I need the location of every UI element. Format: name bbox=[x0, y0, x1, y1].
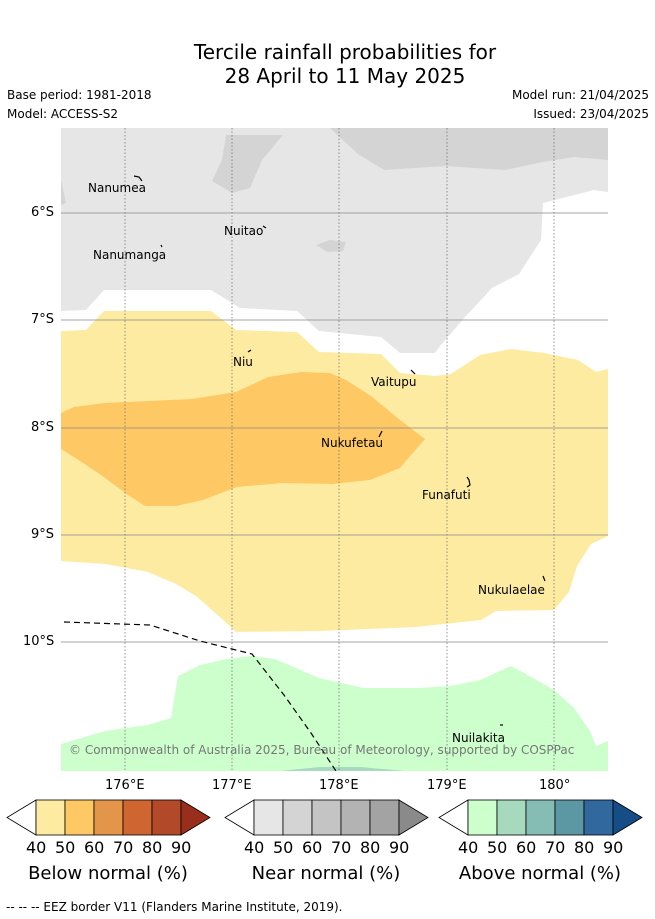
copyright-notice: © Commonwealth of Australia 2025, Bureau… bbox=[69, 743, 575, 757]
colorbar-below-normal bbox=[6, 799, 211, 836]
cb-above-tick-60: 60 bbox=[516, 838, 537, 857]
colorbar-segment bbox=[35, 799, 66, 836]
chart-title: Tercile rainfall probabilities for 28 Ap… bbox=[0, 40, 655, 88]
cb-below-tick-80: 80 bbox=[142, 838, 163, 857]
colorbar-segment bbox=[122, 799, 153, 836]
lon-label-178e: 178°E bbox=[319, 778, 359, 793]
lat-label-10s: 10°S bbox=[23, 634, 55, 649]
colorbar-extend-high bbox=[612, 799, 643, 836]
cb-below-title: Below normal (%) bbox=[28, 863, 188, 884]
lon-label-179e: 179°E bbox=[427, 778, 467, 793]
cb-near-title: Near normal (%) bbox=[251, 863, 401, 884]
lat-label-6s: 6°S bbox=[31, 205, 55, 220]
model-name: Model: ACCESS-S2 bbox=[7, 107, 119, 121]
colorbar-segment bbox=[525, 799, 556, 836]
cb-below-tick-90: 90 bbox=[171, 838, 192, 857]
place-nanumanga: Nanumanga bbox=[93, 248, 167, 262]
cb-near-tick-90: 90 bbox=[389, 838, 410, 857]
colorbar-near-normal bbox=[224, 799, 429, 836]
place-nuilakita: Nuilakita bbox=[452, 731, 505, 745]
colorbar-segment bbox=[554, 799, 585, 836]
lon-label-177e: 177°E bbox=[212, 778, 252, 793]
island-marks bbox=[133, 175, 546, 726]
cb-above-tick-50: 50 bbox=[487, 838, 508, 857]
colorbar-segment bbox=[369, 799, 400, 836]
cb-near-tick-40: 40 bbox=[244, 838, 265, 857]
colorbar-extend-high bbox=[180, 799, 211, 836]
place-nuitao: Nuitao bbox=[224, 224, 264, 238]
cb-above-tick-40: 40 bbox=[458, 838, 479, 857]
colorbar-segment bbox=[282, 799, 313, 836]
cb-near-tick-60: 60 bbox=[302, 838, 323, 857]
colorbar-segment bbox=[467, 799, 498, 836]
colorbar-above-normal bbox=[438, 799, 643, 836]
lat-label-7s: 7°S bbox=[31, 312, 55, 327]
colorbar-segment bbox=[64, 799, 95, 836]
cb-above-tick-80: 80 bbox=[574, 838, 595, 857]
place-nukulaelae: Nukulaelae bbox=[478, 583, 545, 597]
near-normal-region bbox=[61, 128, 608, 353]
cb-below-tick-60: 60 bbox=[84, 838, 105, 857]
colorbar-segment bbox=[340, 799, 371, 836]
title-line-2: 28 April to 11 May 2025 bbox=[224, 64, 466, 88]
place-niu: Niu bbox=[233, 355, 253, 369]
title-line-1: Tercile rainfall probabilities for bbox=[193, 40, 497, 64]
cb-above-tick-70: 70 bbox=[545, 838, 566, 857]
cb-below-tick-50: 50 bbox=[55, 838, 76, 857]
colorbar-extend-low bbox=[224, 799, 255, 836]
place-funafuti: Funafuti bbox=[422, 488, 471, 502]
issued-date: Issued: 23/04/2025 bbox=[533, 107, 649, 121]
near-normal-50-patch-centre bbox=[212, 135, 283, 193]
cb-near-tick-70: 70 bbox=[331, 838, 352, 857]
lat-label-9s: 9°S bbox=[31, 527, 55, 542]
place-vaitupu: Vaitupu bbox=[371, 375, 417, 389]
cb-near-tick-50: 50 bbox=[273, 838, 294, 857]
colorbar-segment bbox=[496, 799, 527, 836]
cb-above-tick-90: 90 bbox=[603, 838, 624, 857]
colorbar-extend-low bbox=[438, 799, 469, 836]
cb-above-title: Above normal (%) bbox=[458, 863, 622, 884]
above-normal-region bbox=[61, 656, 608, 771]
near-normal-50-patch-west bbox=[61, 180, 66, 205]
gridlines bbox=[61, 212, 608, 643]
colorbar-segment bbox=[253, 799, 284, 836]
place-nukufetau: Nukufetau bbox=[321, 436, 384, 450]
near-normal-50-patch-small bbox=[316, 240, 346, 252]
eez-border bbox=[63, 621, 337, 772]
base-period: Base period: 1981-2018 bbox=[7, 88, 152, 102]
lon-label-180: 180° bbox=[539, 778, 571, 793]
cb-below-tick-40: 40 bbox=[26, 838, 47, 857]
below-normal-50-region bbox=[61, 372, 425, 506]
lon-label-176e: 176°E bbox=[105, 778, 145, 793]
meridians bbox=[124, 128, 555, 771]
above-normal-50-patch bbox=[280, 767, 404, 771]
colorbar-segment bbox=[311, 799, 342, 836]
colorbar-extend-low bbox=[6, 799, 37, 836]
model-run: Model run: 21/04/2025 bbox=[511, 88, 649, 102]
colorbar-segment bbox=[93, 799, 124, 836]
cb-near-tick-80: 80 bbox=[360, 838, 381, 857]
cb-below-tick-70: 70 bbox=[113, 838, 134, 857]
near-normal-50-patch-north bbox=[330, 128, 608, 170]
lat-label-8s: 8°S bbox=[31, 420, 55, 435]
colorbar-extend-high bbox=[398, 799, 429, 836]
colorbar-segment bbox=[583, 799, 614, 836]
colorbar-segment bbox=[151, 799, 182, 836]
eez-footnote: -- -- -- EEZ border V11 (Flanders Marine… bbox=[6, 900, 343, 914]
place-nanumea: Nanumea bbox=[88, 181, 146, 195]
